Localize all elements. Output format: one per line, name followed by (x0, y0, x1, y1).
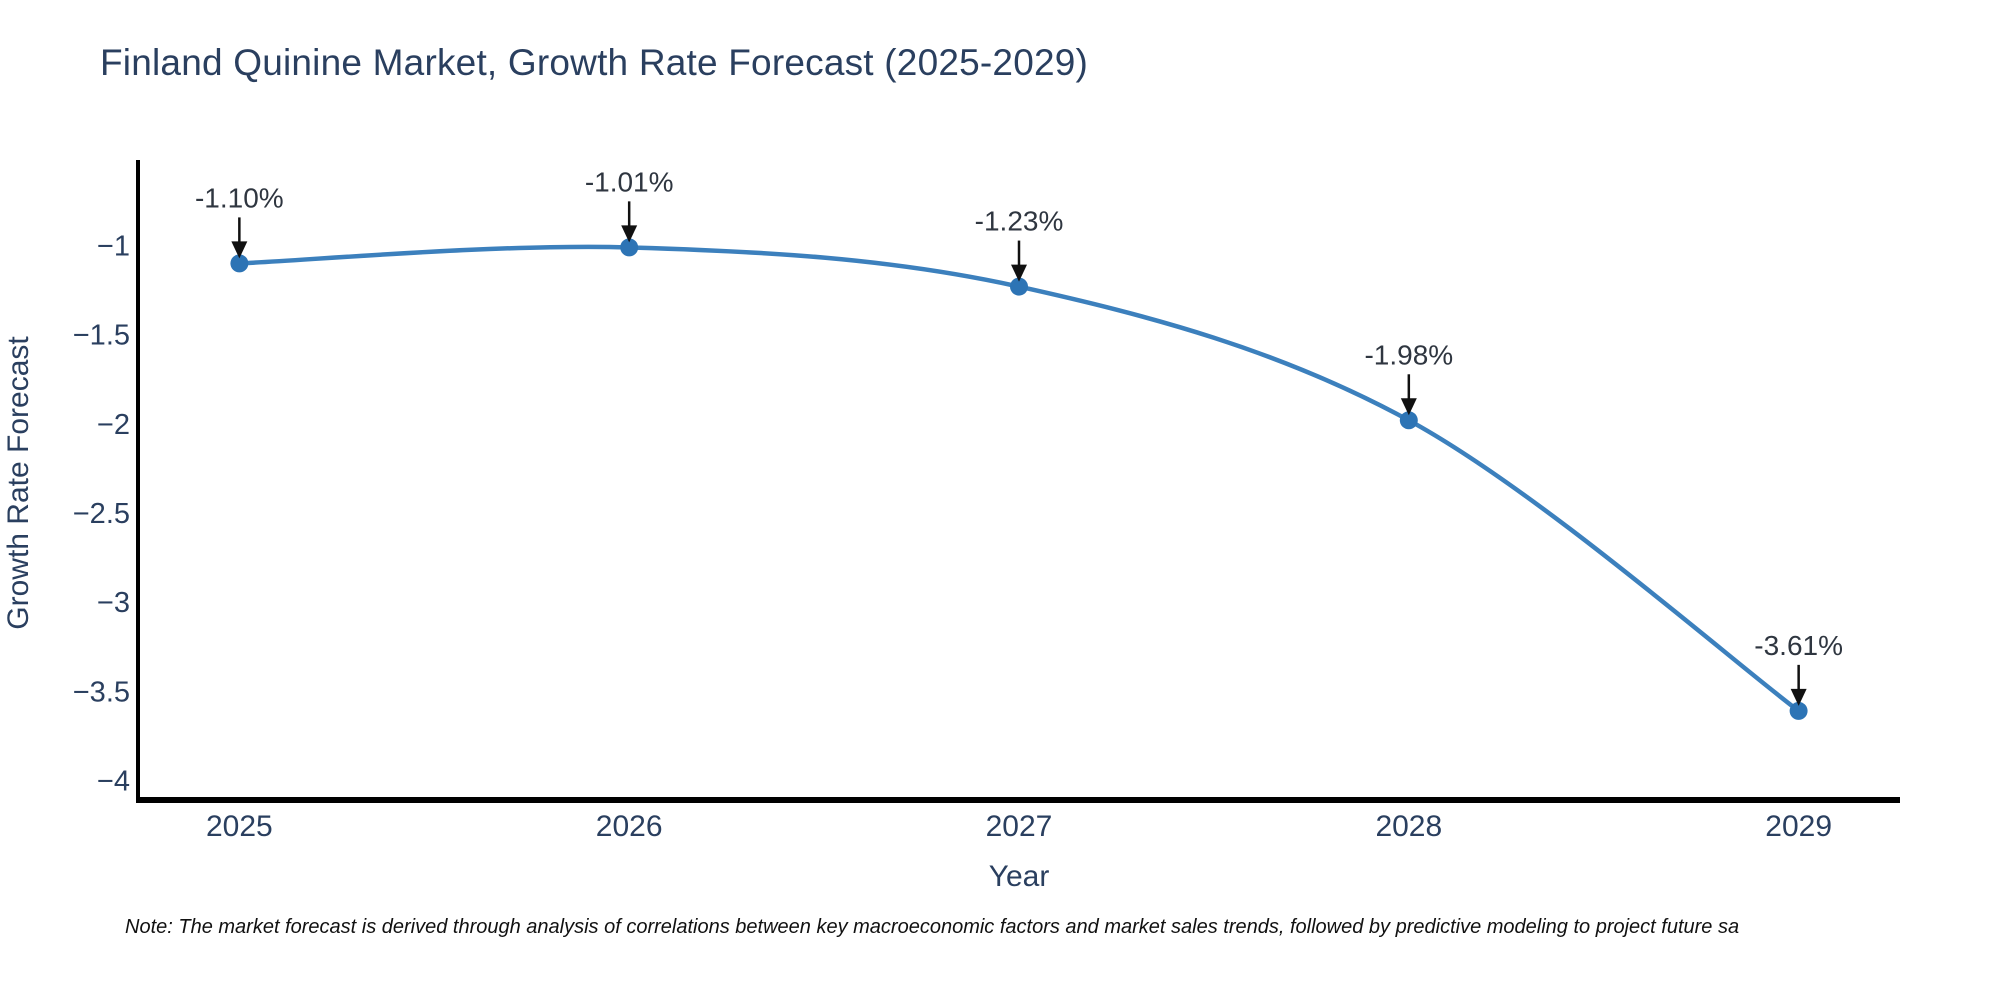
annotation-arrowhead-icon (1400, 398, 1417, 416)
y-tick-label: −1 (97, 231, 130, 263)
footnote: Note: The market forecast is derived thr… (125, 916, 1740, 938)
y-tick-label: −2 (97, 409, 130, 441)
x-tick-label: 2027 (986, 810, 1053, 843)
y-axis-title: Growth Rate Forecast (2, 336, 35, 630)
data-point-2026[interactable] (620, 238, 639, 257)
x-tick-label: 2028 (1375, 810, 1442, 843)
annotation-arrowhead-icon (1011, 264, 1027, 282)
x-tick-label: 2025 (206, 810, 273, 843)
y-tick-label: −1.5 (73, 320, 130, 352)
chart-title: Finland Quinine Market, Growth Rate Fore… (100, 42, 1089, 83)
data-point-2027[interactable] (1010, 277, 1028, 296)
forecast-line (237, 244, 1801, 714)
y-tick-label: −3 (97, 587, 130, 619)
point-label: -1.98% (1364, 339, 1453, 370)
point-label: -3.61% (1754, 630, 1843, 661)
y-tick-label: −3.5 (73, 676, 130, 708)
data-point-2029[interactable] (1789, 701, 1808, 720)
data-point-2025[interactable] (230, 254, 249, 273)
y-tick-label: −2.5 (73, 498, 130, 530)
point-label: -1.23% (975, 206, 1064, 237)
x-axis-title: Year (989, 860, 1050, 893)
y-tick-label: −4 (97, 765, 130, 797)
annotation-arrowhead-icon (231, 241, 248, 259)
annotation-arrowhead-icon (621, 225, 638, 243)
annotation-arrowhead-icon (1790, 688, 1807, 706)
x-tick-label: 2029 (1765, 810, 1832, 843)
point-label: -1.01% (585, 166, 674, 197)
data-point-2028[interactable] (1399, 411, 1418, 430)
point-label: -1.10% (195, 182, 284, 213)
x-tick-label: 2026 (596, 810, 663, 843)
